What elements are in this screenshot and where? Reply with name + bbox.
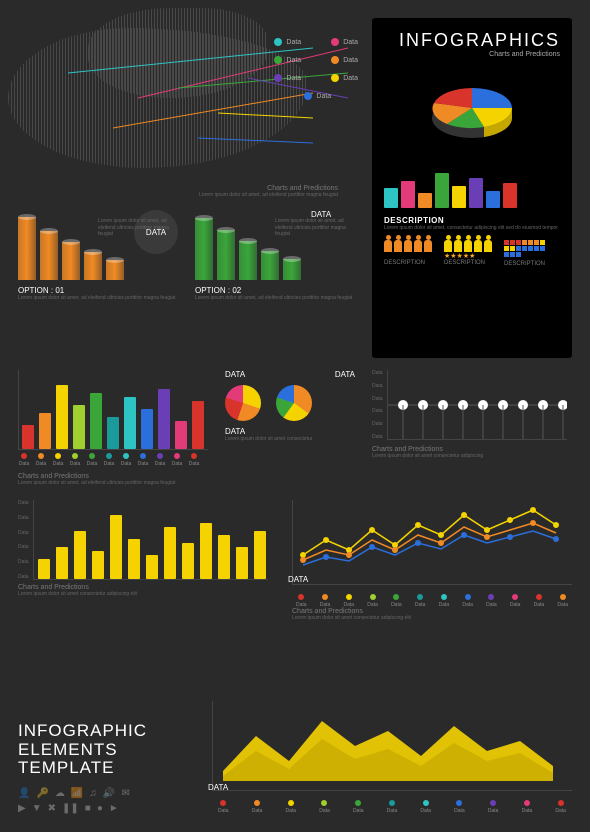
map-lorem: Lorem ipsum dolor sit amet, ad eleifend …	[198, 192, 338, 199]
map-marker-orange: Data	[331, 56, 358, 64]
pie-pair-section: DATADATA DATA Lorem ipsum dolor sit amet…	[225, 370, 355, 443]
cylinder-chart-2: DATA Lorem ipsum dolor sit amet, ad elei…	[195, 210, 355, 302]
option-2-label: OPTION : 02	[195, 286, 355, 295]
people-stats: DESCRIPTION ★★★★★ DESCRIPTION DESCRIPTIO…	[384, 240, 560, 267]
dot-line-chart: DataDataDataDataDataData Charts and Pred…	[372, 370, 572, 460]
map-caption: Charts and Predictions	[198, 185, 338, 192]
area-chart: DATA DataDataDataDataDataDataDataDataDat…	[212, 701, 572, 814]
yellow-bar-chart: DataDataDataDataDataData Charts and Pred…	[18, 500, 268, 598]
user-icon: 👤	[18, 788, 30, 799]
icon-set: 👤 🔑 ☁ 📶 ♫ 🔊 ✉	[18, 788, 188, 799]
pause-icon: ❚❚	[62, 803, 79, 814]
description-title: DESCRIPTION	[384, 216, 560, 225]
cloud-icon: ☁	[55, 788, 65, 799]
icon-set-2: ▶ ▼ ✖ ❚❚ ■ ● ►	[18, 803, 188, 814]
pie-2	[276, 385, 312, 421]
mini-bar-chart	[384, 158, 560, 208]
play-icon: ▶	[18, 803, 26, 814]
map-marker-green: Data	[274, 56, 301, 64]
option-1-label: OPTION : 01	[18, 286, 178, 295]
panel-title: INFOGRAPHICS	[384, 30, 560, 51]
description-lorem: Lorem ipsum dolor sit amet, consectetur …	[384, 225, 560, 232]
signal-icon: 📶	[71, 788, 83, 799]
cylinder-chart-1: DATA Lorem ipsum dolor sit amet, ad elei…	[18, 210, 178, 302]
map-marker-yellow: Data	[331, 74, 358, 82]
mail-icon: ✉	[121, 788, 129, 799]
down-icon: ▼	[32, 803, 42, 814]
map-marker-purple: Data	[274, 74, 301, 82]
pie-3d	[422, 68, 522, 148]
map-marker-magenta: Data	[331, 38, 358, 46]
map-marker-blue: Data	[304, 92, 331, 100]
key-icon: 🔑	[36, 788, 48, 799]
world-map-section: Data Data Data Data Data Data Data Chart…	[18, 18, 348, 198]
footer-title-block: INFOGRAPHIC ELEMENTS TEMPLATE 👤🔑☁📶♫🔊✉ ▶▼…	[18, 722, 188, 814]
music-icon: ♫	[89, 788, 97, 799]
close-icon: ✖	[48, 803, 56, 814]
panel-subtitle: Charts and Predictions	[384, 51, 560, 58]
map-marker-cyan: Data	[274, 38, 301, 46]
stop-icon: ■	[85, 803, 91, 814]
multi-line-chart: DATA DataDataDataDataDataDataDataDataDat…	[292, 500, 572, 622]
infographics-panel: INFOGRAPHICS Charts and Predictions DESC…	[372, 18, 572, 358]
speaker-icon: 🔊	[103, 788, 115, 799]
pie-1	[225, 385, 261, 421]
record-icon: ●	[97, 803, 103, 814]
next-icon: ►	[109, 803, 119, 814]
rainbow-bar-chart: DataDataDataDataDataDataDataDataDataData…	[18, 370, 208, 487]
